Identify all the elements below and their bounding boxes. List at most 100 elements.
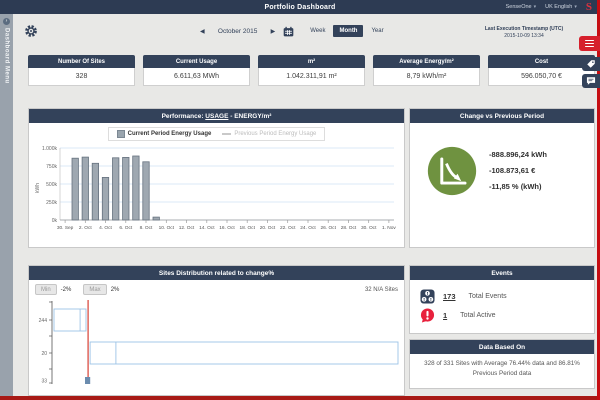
change-cost: -108.873,61 € xyxy=(489,166,536,175)
timestamp-value: 2015-10-09 13:34 xyxy=(504,33,544,40)
change-kwh: -888.896,24 kWh xyxy=(489,150,547,159)
chevron-down-icon: ▾ xyxy=(533,4,537,10)
max-filter-button[interactable]: Max xyxy=(83,284,107,295)
usage-bar-chart[interactable]: 0k 250k 500k 750k 1.000k kWh 30. Sep 2. Oct 4. O… xyxy=(29,142,404,242)
decline-chart-icon xyxy=(427,146,477,195)
legend-previous-period[interactable]: Previous Period Energy Usage xyxy=(222,131,316,137)
svg-text:4. Oct: 4. Oct xyxy=(99,225,112,231)
total-active-row: 1 Total Active xyxy=(420,308,584,323)
topbar-right-cluster: SenseOne ▾ UK English ▾ S xyxy=(506,0,592,14)
distribution-panel-title: Sites Distribution related to change% xyxy=(29,266,404,280)
period-controls: ◀ October 2015 ▶ Week Month Year xyxy=(198,25,390,37)
svg-text:30. Sep: 30. Sep xyxy=(57,225,74,231)
distribution-panel: Sites Distribution related to change% Mi… xyxy=(28,265,405,396)
svg-text:30. Oct: 30. Oct xyxy=(361,225,377,231)
svg-text:20: 20 xyxy=(41,351,47,357)
last-execution-timestamp: Last Execution Timestamp (UTC) 2015-10-0… xyxy=(468,26,580,41)
svg-text:6. Oct: 6. Oct xyxy=(119,225,132,231)
view-switch: Week Month Year xyxy=(304,25,389,37)
svg-text:750k: 750k xyxy=(46,164,57,170)
sidebar-toggle-icon: › xyxy=(3,18,10,25)
events-panel-title: Events xyxy=(410,266,594,280)
svg-text:500k: 500k xyxy=(46,182,57,188)
kpi-label: Current Usage xyxy=(143,55,250,68)
quick-menu-button[interactable] xyxy=(579,36,600,51)
performance-title-prefix: Performance: xyxy=(161,112,206,120)
prev-period-button[interactable]: ◀ xyxy=(200,28,205,35)
chevron-down-icon: ▾ xyxy=(574,4,577,10)
tenant-dropdown[interactable]: SenseOne ▾ xyxy=(506,4,537,10)
kpi-label: m² xyxy=(258,55,365,68)
usage-link[interactable]: USAGE xyxy=(205,112,229,120)
svg-text:10. Oct: 10. Oct xyxy=(159,225,175,231)
svg-text:33: 33 xyxy=(41,379,47,385)
data-based-on-text: 328 of 331 Sites with Average 76.44% dat… xyxy=(424,360,580,377)
svg-text:16. Oct: 16. Oct xyxy=(219,225,235,231)
na-sites-count: 32 N/A Sites xyxy=(364,286,398,293)
view-year-button[interactable]: Year xyxy=(371,28,384,34)
events-body: 173 Total Events 1 Total Active xyxy=(410,280,594,332)
performance-panel: Performance: USAGE - ENERGY/m² Current P… xyxy=(28,108,405,248)
max-filter-value: 2% xyxy=(110,286,120,293)
view-month-button[interactable]: Month xyxy=(333,25,364,37)
settings-button[interactable] xyxy=(24,24,38,38)
kpi-label: Number Of Sites xyxy=(28,55,135,68)
events-panel: Events 173 Total Events 1 xyxy=(409,265,595,334)
senseone-logo: S xyxy=(585,0,592,13)
performance-panel-title: Performance: USAGE - ENERGY/m² xyxy=(29,109,404,123)
total-events-link[interactable]: 173 xyxy=(443,292,456,301)
kpi-square-meters: m² 1.042.311,91 m² xyxy=(258,55,365,86)
hamburger-icon xyxy=(585,39,594,48)
kpi-current-usage: Current Usage 6.611,63 MWh xyxy=(143,55,250,86)
svg-text:14. Oct: 14. Oct xyxy=(199,225,215,231)
min-filter-value: -2% xyxy=(60,286,72,293)
kpi-value: 596.050,70 € xyxy=(488,68,595,86)
min-filter-button[interactable]: Min xyxy=(35,284,57,295)
svg-text:1. Nov: 1. Nov xyxy=(382,225,396,231)
sidebar-dashboard-menu[interactable]: › Dashboard Menu xyxy=(0,14,13,396)
next-period-button[interactable]: ▶ xyxy=(270,28,276,35)
kpi-number-of-sites: Number Of Sites 328 xyxy=(28,55,135,86)
capture-frame-right xyxy=(597,0,600,400)
kpi-average-energy: Average Energy/m² 8,79 kWh/m² xyxy=(373,55,480,86)
total-active-link[interactable]: 1 xyxy=(443,311,448,320)
svg-text:250k: 250k xyxy=(46,200,57,206)
kpi-row: Number Of Sites 328 Current Usage 6.611,… xyxy=(28,55,595,86)
data-based-on-title: Data Based On xyxy=(410,340,594,354)
total-events-label: Total Events xyxy=(468,293,507,300)
tag-button[interactable] xyxy=(582,57,600,71)
svg-text:26. Oct: 26. Oct xyxy=(320,225,336,231)
change-panel-title: Change vs Previous Period xyxy=(410,109,594,123)
language-dropdown[interactable]: UK English ▾ xyxy=(545,4,577,10)
legend-current-label: Current Period Energy Usage xyxy=(127,131,212,137)
feedback-button[interactable] xyxy=(582,74,600,88)
kpi-value: 1.042.311,91 m² xyxy=(258,68,365,86)
active-alert-icon xyxy=(420,308,435,323)
top-bar: Portfolio Dashboard SenseOne ▾ UK Englis… xyxy=(0,0,600,14)
total-active-label: Total Active xyxy=(460,312,496,319)
distribution-chart[interactable]: 244 20 33 xyxy=(29,296,404,384)
sidebar-label: Dashboard Menu xyxy=(3,28,10,84)
kpi-value: 8,79 kWh/m² xyxy=(373,68,480,86)
tenant-label: SenseOne xyxy=(505,4,532,10)
svg-text:0k: 0k xyxy=(52,218,58,224)
language-label: UK English xyxy=(545,4,573,10)
calendar-icon[interactable] xyxy=(283,26,294,37)
svg-text:28. Oct: 28. Oct xyxy=(341,225,357,231)
svg-text:18. Oct: 18. Oct xyxy=(239,225,255,231)
legend-current-period[interactable]: Current Period Energy Usage xyxy=(116,130,212,138)
distribution-controls: Min -2% Max 2% 32 N/A Sites xyxy=(29,280,404,296)
svg-text:20. Oct: 20. Oct xyxy=(260,225,276,231)
kpi-value: 328 xyxy=(28,68,135,86)
capture-frame-bottom xyxy=(0,396,600,400)
svg-text:1.000k: 1.000k xyxy=(42,146,58,152)
view-week-button[interactable]: Week xyxy=(310,28,326,34)
svg-text:244: 244 xyxy=(39,318,48,324)
performance-title-suffix: - ENERGY/m² xyxy=(228,112,272,120)
kpi-value: 6.611,63 MWh xyxy=(143,68,250,86)
legend-square-swatch xyxy=(116,130,125,138)
svg-text:kWh: kWh xyxy=(35,183,41,193)
svg-text:12. Oct: 12. Oct xyxy=(179,225,195,231)
period-label: October 2015 xyxy=(217,27,258,35)
